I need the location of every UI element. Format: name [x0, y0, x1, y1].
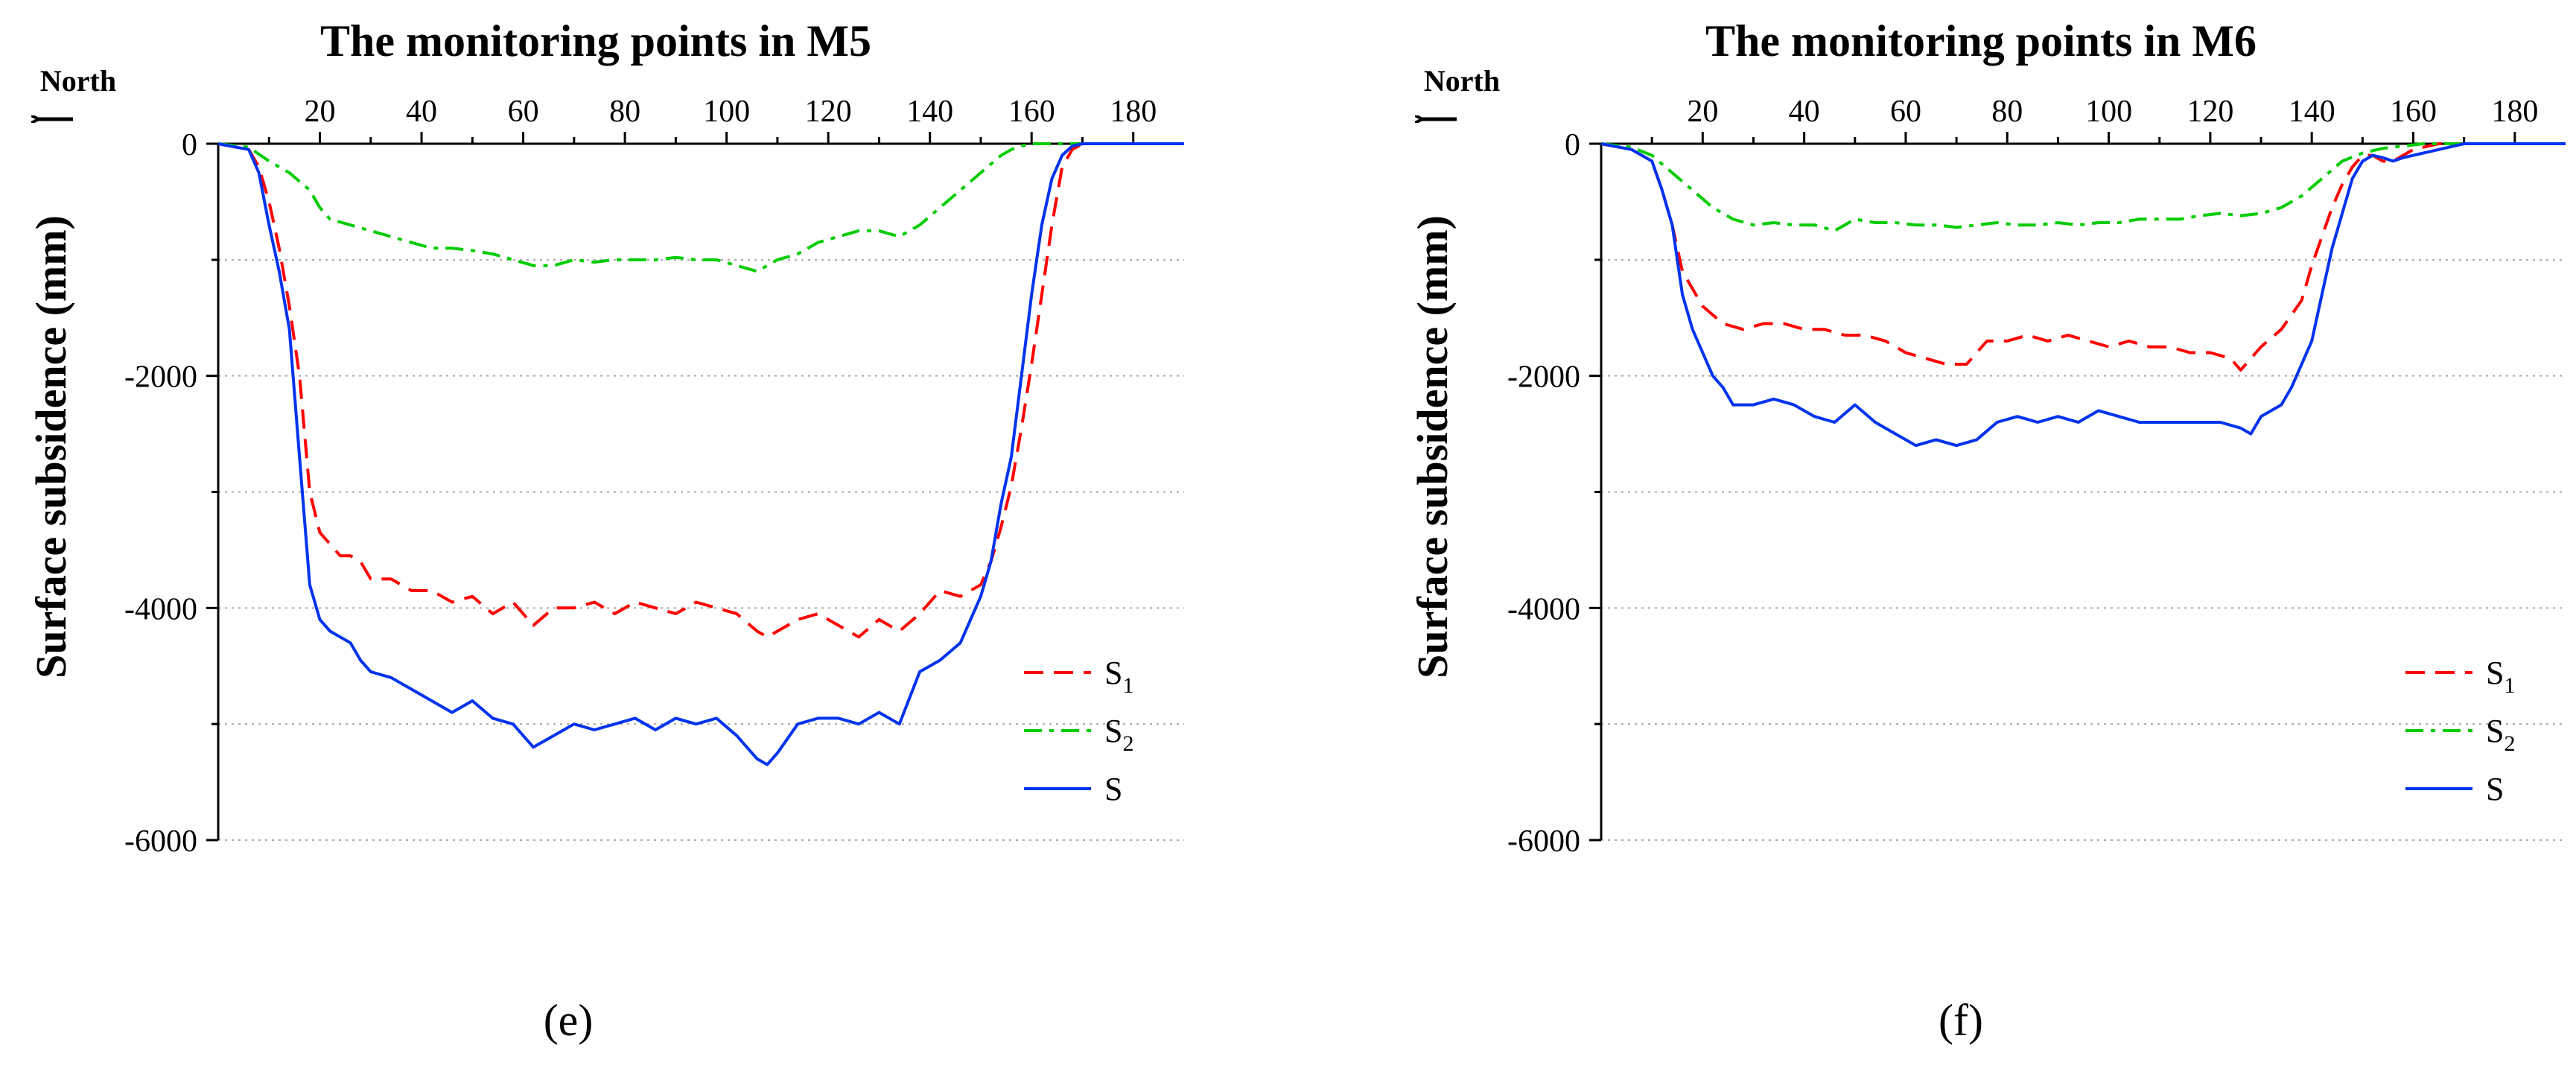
x-tick-label: 40 [406, 95, 437, 129]
x-tick-label: 140 [2289, 95, 2335, 129]
series-line-s1 [217, 142, 1184, 639]
y-axis-label: Surface subsidence (mm) [1408, 215, 1457, 678]
series-line-s [1600, 142, 2566, 448]
x-tick-label: 20 [305, 95, 336, 129]
chart-panel-f: The monitoring points in M6 Surface subs… [1408, 16, 2566, 1045]
series-line-s1 [1600, 142, 2566, 372]
x-tick-label: 160 [1008, 95, 1055, 129]
y-axis-label: Surface subsidence (mm) [27, 215, 75, 678]
y-tick-label: -6000 [1507, 824, 1580, 859]
x-tick-label: 60 [508, 95, 539, 129]
x-tick-label: 140 [906, 95, 953, 129]
y-tick-label: -6000 [124, 824, 197, 859]
y-tick-label: -2000 [1507, 360, 1580, 395]
x-tick-label: 80 [609, 95, 640, 129]
y-tick-label: 0 [1565, 128, 1580, 162]
y-tick-label: -4000 [124, 592, 197, 626]
x-tick-label: 60 [1890, 95, 1921, 129]
x-tick-label: 160 [2390, 95, 2437, 129]
x-tick-label: 180 [1110, 95, 1157, 129]
north-label: North [1424, 64, 1500, 98]
series-line-s [217, 142, 1184, 766]
y-tick-label: 0 [182, 128, 197, 162]
x-tick-label: 100 [703, 95, 750, 129]
north-label: North [40, 64, 116, 98]
x-tick-label: 120 [2187, 95, 2233, 129]
panel-label: (f) [1939, 996, 1983, 1045]
chart-title: The monitoring points in M6 [1705, 16, 2257, 66]
panel-label: (e) [544, 996, 594, 1045]
legend-label: S [1104, 771, 1122, 807]
legend-label: S [2486, 771, 2504, 807]
legend-label: S1 [2486, 655, 2515, 698]
y-tick-label: -4000 [1507, 592, 1580, 626]
x-tick-label: 180 [2491, 95, 2538, 129]
series-line-s2 [1600, 142, 2566, 232]
legend-label: S2 [1104, 713, 1133, 756]
series-line-s2 [217, 142, 1184, 273]
y-tick-label: -2000 [124, 360, 197, 395]
chart-title: The monitoring points in M5 [320, 16, 871, 66]
chart-panel-e: The monitoring points in M5 Surface subs… [27, 16, 1184, 1045]
x-tick-label: 100 [2085, 95, 2132, 129]
legend-label: S2 [2486, 713, 2515, 756]
x-tick-label: 80 [1991, 95, 2023, 129]
legend-label: S1 [1104, 655, 1133, 698]
x-tick-label: 40 [1789, 95, 1820, 129]
x-tick-label: 20 [1687, 95, 1718, 129]
x-tick-label: 120 [805, 95, 852, 129]
